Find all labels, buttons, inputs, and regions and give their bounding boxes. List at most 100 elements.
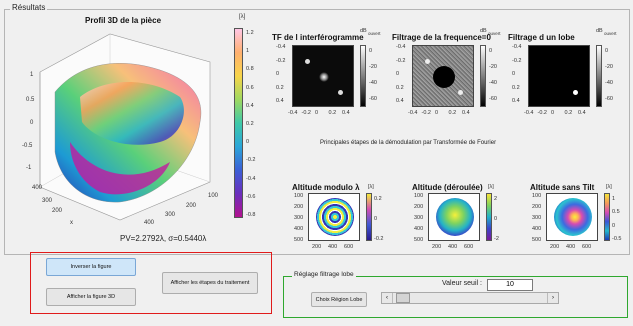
y-tick: 100: [208, 193, 219, 199]
fft-filter-mask: [433, 66, 455, 88]
z-tick: -1: [26, 165, 32, 171]
fft-x-tick: 0: [435, 110, 439, 116]
phase-image: [546, 193, 598, 241]
threshold-input[interactable]: 10: [487, 279, 533, 291]
fft-unit-label: dB: [360, 28, 367, 34]
z-tick: 0: [30, 120, 34, 126]
fft-y-tick: 0.4: [512, 98, 520, 104]
colorbar-tick: -0.8: [246, 212, 256, 218]
phase-image: [308, 193, 360, 241]
phase-x-tick: 600: [344, 244, 354, 250]
phase-x-tick: 400: [448, 244, 458, 250]
phase-colorbar: [366, 193, 372, 241]
fft-panel-title: TF de l interférogramme: [272, 33, 364, 42]
fft-unit-sub: ouvert: [488, 31, 501, 36]
phase-panel-title: Altitude (déroulée): [412, 183, 483, 192]
fft-image: [528, 45, 590, 107]
fft-y-tick: 0.4: [276, 98, 284, 104]
z-tick: 1: [30, 72, 34, 78]
fft-y-tick: 0.2: [396, 84, 404, 91]
x-tick: 200: [52, 208, 63, 214]
fft-unit-sub: ouvert: [604, 31, 617, 36]
fft-colorbar-tick: -40: [369, 80, 377, 86]
fft-colorbar-tick: 0: [605, 48, 609, 54]
phase-x-tick: 200: [432, 244, 442, 250]
fft-unit-sub: ouvert: [368, 31, 381, 36]
lobe-filter-panel: [283, 276, 628, 318]
phase-colorbar-tick: 2: [494, 196, 498, 202]
phase-colorbar-tick: 0.5: [612, 209, 620, 216]
fft-x-tick: -0.2: [421, 110, 431, 116]
phase-colorbar-tick: -0.5: [612, 236, 622, 242]
phase-y-tick: 100: [414, 193, 424, 199]
lobe-filter-legend: Réglage filtrage lobe: [292, 271, 356, 278]
fft-x-tick: 0.2: [328, 110, 337, 116]
phase-colorbar: [604, 193, 610, 241]
slider-right-arrow[interactable]: ›: [547, 293, 558, 303]
steps-caption: Principales étapes de la démodulation pa…: [320, 140, 497, 146]
phase-y-tick: 400: [294, 226, 304, 232]
show-steps-button[interactable]: Afficher les étapes du traitement: [162, 272, 258, 294]
invert-figure-button[interactable]: Inverser la figure: [46, 258, 136, 276]
slider-thumb[interactable]: [396, 293, 411, 303]
fft-x-tick: -0.4: [288, 110, 298, 116]
fft-panel-title: Filtrage de la frequence=0: [392, 33, 491, 42]
colorbar-tick: 1.2: [246, 30, 254, 36]
fft-colorbar-tick: -40: [489, 80, 497, 86]
phase-y-tick: 500: [532, 237, 542, 243]
fft-colorbar-tick: -20: [369, 64, 377, 70]
phase-colorbar-tick: 0: [374, 216, 378, 222]
fft-colorbar-tick: 0: [369, 48, 373, 54]
fft-colorbar-tick: 0: [489, 48, 493, 54]
phase-y-tick: 400: [532, 226, 542, 232]
colorbar-tick: 0: [246, 139, 250, 146]
phase-y-tick: 300: [294, 215, 304, 221]
threshold-slider[interactable]: ‹ ›: [381, 292, 559, 304]
fft-x-tick: -0.4: [408, 110, 418, 116]
fft-x-tick: 0.4: [578, 110, 586, 116]
choose-lobe-region-button[interactable]: Choix Région Lobe: [311, 292, 367, 307]
fft-y-tick: 0: [276, 71, 280, 77]
fft-y-tick: 0: [396, 71, 400, 77]
phase-disk: [316, 198, 354, 236]
show-3d-button[interactable]: Afficher la figure 3D: [46, 288, 136, 306]
fft-x-tick: 0.2: [448, 110, 457, 116]
fft-unit-label: dB: [596, 28, 603, 34]
y-tick: 400: [144, 220, 155, 226]
z-tick: 0.5: [26, 97, 35, 103]
phase-y-tick: 200: [414, 204, 424, 210]
y-tick: 200: [186, 203, 197, 209]
phase-x-tick: 400: [328, 244, 338, 250]
x-axis-label: x: [70, 220, 73, 226]
fft-central-peak: [319, 72, 329, 82]
profile3d-title: Profil 3D de la pièce: [85, 16, 162, 25]
phase-y-tick: 500: [414, 237, 424, 243]
fft-colorbar-tick: -60: [369, 96, 377, 102]
phase-panel-title: Altitude modulo λ: [292, 183, 360, 192]
fft-colorbar: [596, 45, 602, 107]
phase-colorbar-tick: -0.2: [374, 236, 384, 242]
fft-image: [292, 45, 354, 107]
results-panel: [4, 9, 630, 255]
fft-y-tick: 0.2: [512, 84, 520, 91]
fft-unit-label: dB: [480, 28, 487, 34]
fft-panel-title: Filtrage d un lobe: [508, 33, 575, 42]
phase-x-tick: 600: [582, 244, 592, 250]
phase-x-tick: 600: [464, 244, 474, 250]
fft-y-tick: -0.2: [276, 57, 286, 64]
colorbar-tick: 1: [246, 48, 250, 55]
slider-left-arrow[interactable]: ‹: [382, 293, 393, 303]
phase-x-tick: 400: [566, 244, 576, 250]
phase-y-tick: 500: [294, 237, 304, 243]
colorbar-tick: 0.4: [246, 102, 254, 109]
profile3d-metric: PV=2.2792λ, σ=0.5440λ: [120, 234, 207, 243]
threshold-label: Valeur seuil :: [442, 280, 482, 287]
fft-y-tick: -0.2: [396, 57, 406, 64]
fft-colorbar-tick: -20: [489, 64, 497, 70]
fft-colorbar: [480, 45, 486, 107]
fft-x-tick: -0.2: [537, 110, 547, 116]
colorbar-tick: -0.4: [246, 175, 256, 182]
phase-colorbar-tick: 1: [612, 196, 616, 202]
fft-side-lobe: [305, 59, 310, 64]
phase-colorbar-tick: -2: [494, 236, 499, 242]
